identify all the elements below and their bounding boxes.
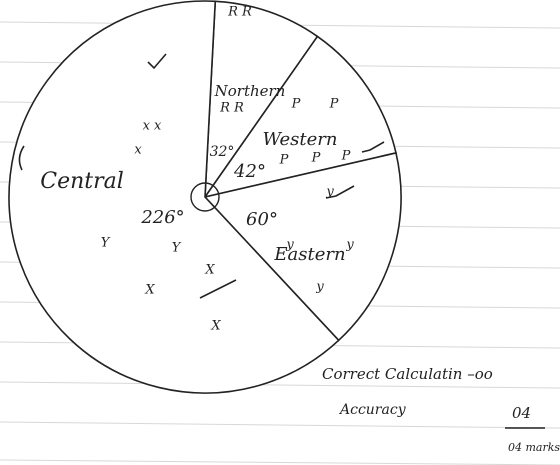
slice-name: Eastern [273,244,345,265]
slice-angle: 42° [233,161,266,182]
annotation: Y [101,236,111,251]
annotation: P [341,149,351,164]
annotation: P [291,97,301,112]
pie [9,1,401,393]
annotation: X [144,283,155,298]
note: 04 marks [508,441,560,454]
chart: Northern 32° Western 42° Eastern 60° Central 22… [0,0,560,465]
annotation: y [345,238,354,253]
annotation: P [329,97,339,112]
annotation: X [204,263,215,278]
note: 04 [512,404,531,422]
slice-angle: 226° [140,207,184,228]
annotation: Y [172,241,182,256]
note: Accuracy [338,402,407,418]
annotation: R R [227,5,252,20]
annotation: R R [219,101,244,116]
note: Correct Calculatin –oo [322,365,493,383]
slice-name: Central [40,169,124,194]
annotation: P [311,151,321,166]
annotation: y [285,238,294,253]
annotation: x [134,143,142,158]
slice-angle: 32° [210,144,235,160]
annotation: x x [143,119,162,134]
annotation: X [210,319,221,334]
slice-name: Northern [214,82,286,100]
slice-name: Western [262,129,337,150]
slice-angle: 60° [246,209,278,230]
annotation: P [279,153,289,168]
annotation: y [315,280,324,295]
